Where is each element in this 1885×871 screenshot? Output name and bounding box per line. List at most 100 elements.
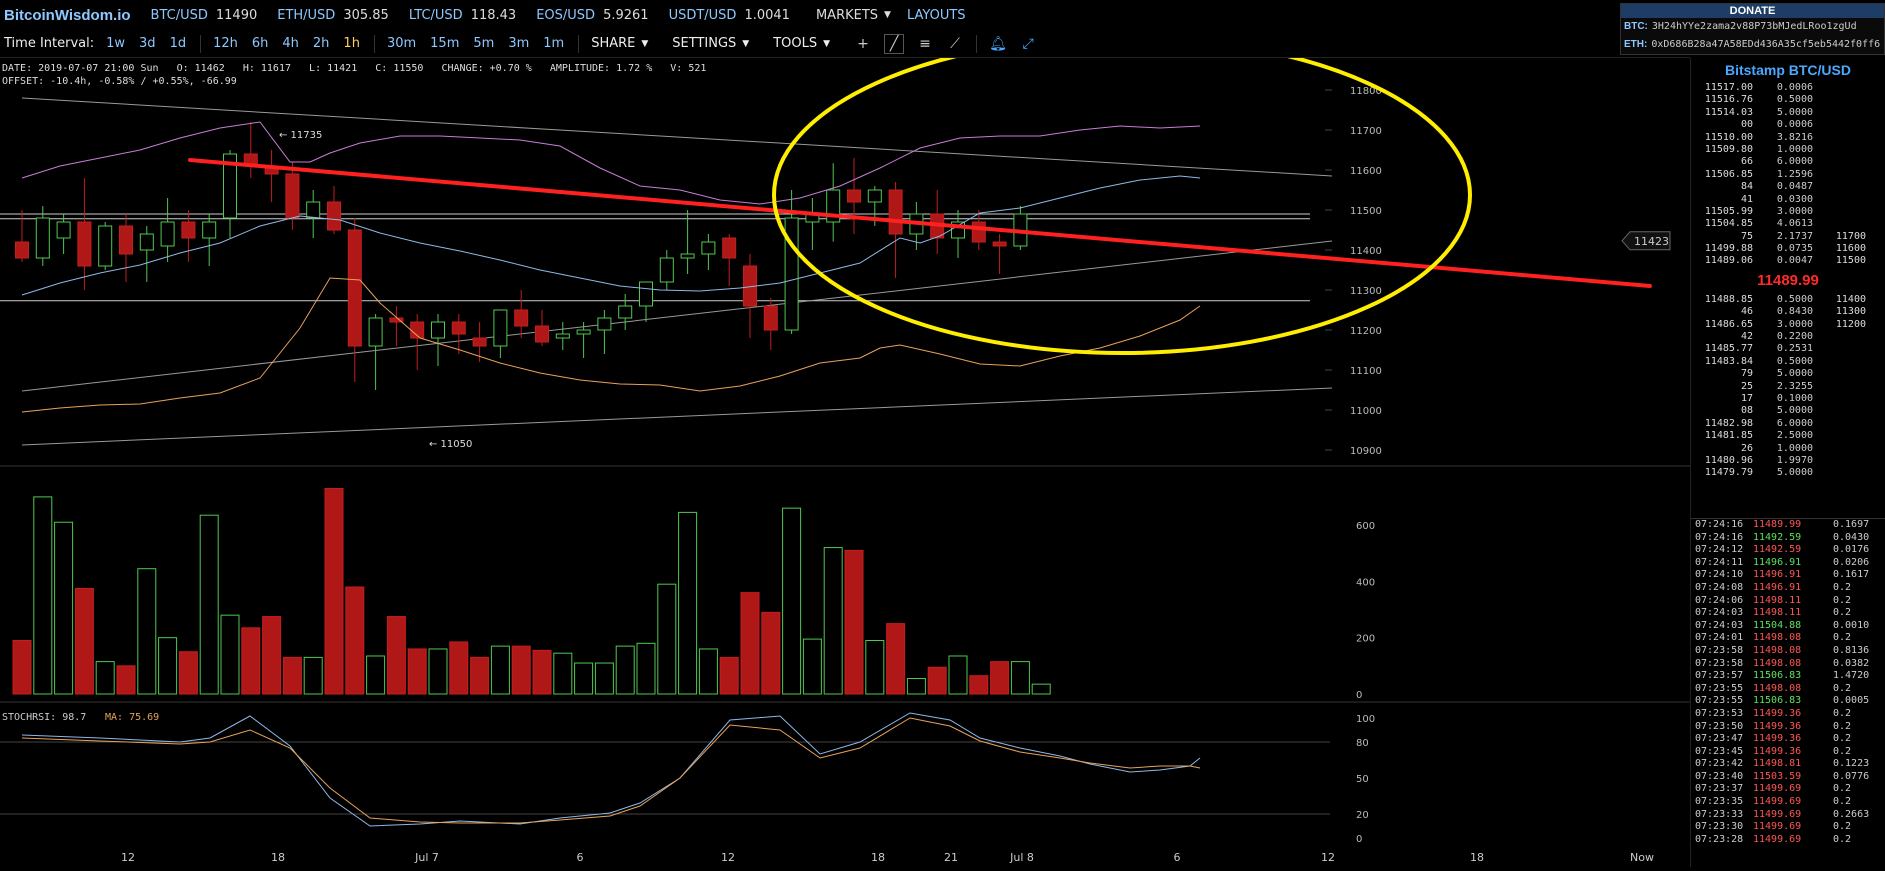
bid-row[interactable]: 25 2.3255 [1691,381,1885,393]
ask-row[interactable]: 11504.85 4.0613 [1691,218,1885,230]
bid-row[interactable]: 46 0.8430 11300 [1691,306,1885,318]
candle-body [888,189,903,235]
interval-2h[interactable]: 2h [312,36,330,51]
bid-row[interactable]: 11482.98 6.0000 [1691,418,1885,430]
eth-address[interactable]: 0xD686B28a47A58EDd436A35cf5eb5442f0ff6 [1651,39,1881,50]
ask-row[interactable]: 00 0.0006 [1691,119,1885,131]
ask-row[interactable]: 11510.00 3.8216 [1691,132,1885,144]
trade-amount: 0.0382 [1833,657,1870,669]
sidebar-title[interactable]: Bitstamp BTC/USD [1724,62,1851,78]
ticker-btc[interactable]: BTC/USD 11490 [151,8,258,23]
donate-title[interactable]: DONATE [1621,4,1884,18]
order-amount: 0.0047 [1776,255,1813,267]
layouts-link[interactable]: LAYOUTS [906,7,966,23]
trendline-icon[interactable]: ╱ [884,33,905,54]
bid-row[interactable]: 11483.84 0.5000 [1691,356,1885,368]
trade-price: 11506.83 [1753,670,1802,682]
bid-row[interactable]: 11486.65 3.0000 11200 [1691,319,1885,331]
trade-time: 07:23:28 [1695,833,1744,845]
interval-1w[interactable]: 1w [106,36,126,51]
stochrsi-tick-label: 80 [1356,738,1369,749]
bid-row[interactable]: 11481.85 2.5000 [1691,430,1885,442]
ask-row[interactable]: 75 2.1737 11700 [1691,231,1885,243]
volume-bar [636,642,656,695]
interval-1d[interactable]: 1d [169,36,187,51]
ask-row[interactable]: 11509.80 1.0000 [1691,144,1885,156]
trade-price: 11499.36 [1753,733,1802,745]
site-logo[interactable]: BitcoinWisdom.io [4,6,131,24]
interval-5m[interactable]: 5m [473,36,495,51]
bid-row[interactable]: 11480.96 1.9970 [1691,455,1885,467]
ask-row[interactable]: 11514.03 5.0000 [1691,107,1885,119]
depth-scale: 11700 [1835,230,1866,242]
depth-scale [1821,194,1866,206]
fullscreen-icon[interactable]: ⤢ [1022,35,1034,52]
time-tick-label: Jul 8 [1009,851,1034,864]
bid-row[interactable]: 11479.79 5.0000 [1691,467,1885,479]
price-tick-label: 11600 [1350,166,1382,177]
red-trendline [188,158,1652,288]
trade-amount: 0.1697 [1833,519,1870,530]
trade-amount: 0.0206 [1833,556,1870,568]
trade-time: 07:24:11 [1695,556,1744,568]
volume-bar [678,511,698,695]
order-price: 08 [1740,405,1753,417]
markets-menu[interactable]: MARKETS ▼ [816,8,891,23]
interval-4h[interactable]: 4h [282,36,299,51]
trade-time: 07:23:55 [1695,695,1744,707]
btc-address[interactable]: 3H24hYYe2zama2v88P73bMJedLRoo1zgUd [1651,21,1857,32]
bid-row[interactable]: 42 0.2200 [1691,331,1885,343]
interval-1h[interactable]: 1h [343,36,360,51]
ask-row[interactable]: 84 0.0487 [1691,181,1885,193]
bid-row[interactable]: 11488.85 0.5000 11400 [1691,294,1885,306]
order-amount: 0.2531 [1776,343,1813,355]
interval-12h[interactable]: 12h [213,36,238,51]
bell-icon[interactable]: 🔔︎ [989,35,1007,52]
trade-amount: 0.2 [1833,720,1852,732]
bid-list: 11488.85 0.5000 11400 46 0.8430 11300 11486.65… [1691,294,1885,480]
bid-row[interactable]: 08 5.0000 [1691,405,1885,417]
ticker-eth[interactable]: ETH/USD 305.85 [277,8,389,23]
tools-menu[interactable]: TOOLS ▼ [773,36,830,51]
time-tick-label: 12 [121,851,135,864]
ask-row[interactable]: 11499.88 0.0735 11600 [1691,243,1885,255]
ask-row[interactable]: 41 0.0300 [1691,194,1885,206]
fib-fan-icon[interactable]: ⟋ [950,35,960,52]
bid-row[interactable]: 26 1.0000 [1691,443,1885,455]
order-amount: 0.0006 [1776,82,1813,93]
interval-30m[interactable]: 30m [386,36,417,51]
candle-body [368,317,383,347]
volume-bar [594,662,614,695]
bid-row[interactable]: 11485.77 0.2531 [1691,343,1885,355]
interval-15m[interactable]: 15m [430,36,460,51]
candle-body [119,225,133,255]
ask-row[interactable]: 11517.00 0.0006 [1691,82,1885,94]
candle-body [847,189,861,203]
ticker-price: 5.9261 [603,7,649,23]
interval-1m[interactable]: 1m [543,36,565,51]
interval-3d[interactable]: 3d [139,36,156,51]
chart-area[interactable]: 11800 11700 11600 11500 11400 11300 11200 11100… [0,35,1690,867]
ticker-ltc[interactable]: LTC/USD 118.43 [409,8,516,23]
crosshair-icon[interactable]: + [857,35,869,52]
candle-body [639,281,653,307]
bid-row[interactable]: 17 0.1000 [1691,393,1885,405]
bid-row[interactable]: 79 5.0000 [1691,368,1885,380]
ticker-pair: ETH/USD [277,7,336,23]
price-chart[interactable]: 11800 11700 11600 11500 11400 11300 11200 11100… [0,35,1690,867]
share-menu[interactable]: SHARE ▼ [591,36,648,51]
offset-line: OFFSET: -10.4h, -0.58% / +0.55%, -66.99 [2,76,237,87]
interval-3m[interactable]: 3m [508,36,530,51]
ask-row[interactable]: 11489.06 0.0047 11500 [1691,255,1885,267]
trade-time: 07:23:35 [1695,796,1744,808]
ask-row[interactable]: 66 6.0000 [1691,156,1885,168]
ticker-eos[interactable]: EOS/USD 5.9261 [536,8,648,23]
horizontal-lines-icon[interactable]: ≡ [919,35,931,52]
ticker-usdt[interactable]: USDT/USD 1.0041 [669,8,790,23]
interval-6h[interactable]: 6h [251,36,269,51]
settings-menu[interactable]: SETTINGS ▼ [672,36,749,51]
ask-row[interactable]: 11505.99 3.0000 [1691,206,1885,218]
ask-row[interactable]: 11516.76 0.5000 [1691,94,1885,106]
ask-row[interactable]: 11506.85 1.2596 [1691,169,1885,181]
trade-amount: 0.0010 [1833,619,1870,631]
